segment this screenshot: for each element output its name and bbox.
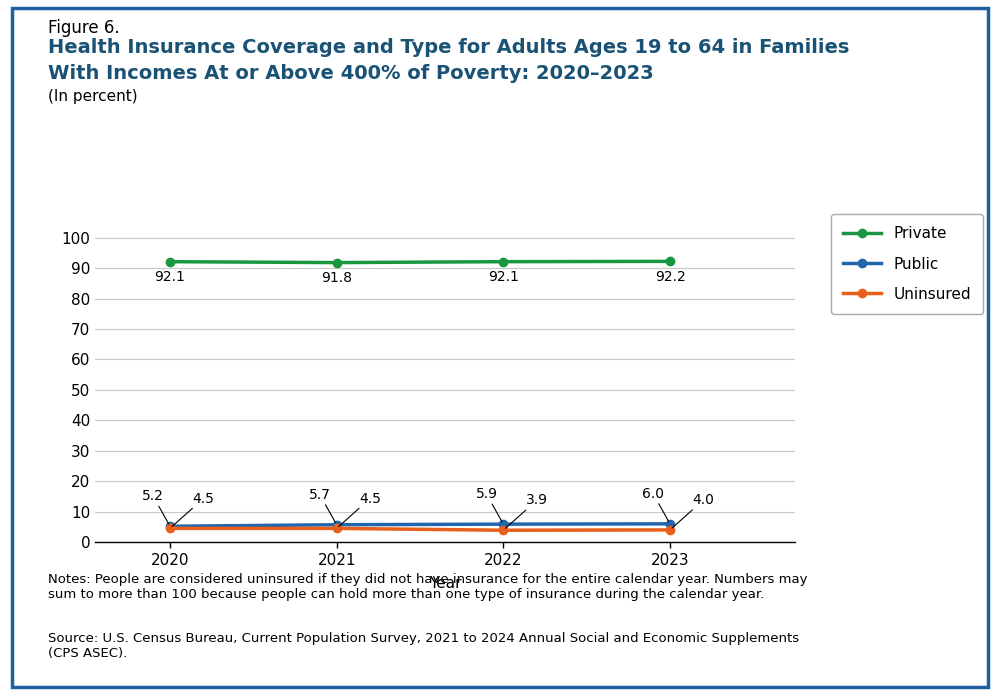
Text: 5.2: 5.2 <box>142 489 169 524</box>
Text: 92.2: 92.2 <box>655 270 685 284</box>
Text: Figure 6.: Figure 6. <box>48 19 120 38</box>
Text: 4.5: 4.5 <box>172 491 214 527</box>
Text: 6.0: 6.0 <box>642 487 669 521</box>
Text: Health Insurance Coverage and Type for Adults Ages 19 to 64 in Families: Health Insurance Coverage and Type for A… <box>48 38 849 57</box>
Text: 4.5: 4.5 <box>339 491 381 527</box>
Text: 92.1: 92.1 <box>488 270 519 284</box>
Text: 91.8: 91.8 <box>321 271 352 285</box>
Text: Source: U.S. Census Bureau, Current Population Survey, 2021 to 2024 Annual Socia: Source: U.S. Census Bureau, Current Popu… <box>48 632 799 660</box>
Text: 4.0: 4.0 <box>672 493 714 528</box>
Text: 92.1: 92.1 <box>155 270 185 284</box>
Text: 5.7: 5.7 <box>309 488 335 523</box>
Text: 3.9: 3.9 <box>505 493 548 528</box>
X-axis label: Year: Year <box>429 576 461 591</box>
Text: (In percent): (In percent) <box>48 89 138 104</box>
Text: 5.9: 5.9 <box>476 487 502 522</box>
Text: With Incomes At or Above 400% of Poverty: 2020–2023: With Incomes At or Above 400% of Poverty… <box>48 64 654 83</box>
Legend: Private, Public, Uninsured: Private, Public, Uninsured <box>831 214 983 314</box>
Text: Notes: People are considered uninsured if they did not have insurance for the en: Notes: People are considered uninsured i… <box>48 573 808 601</box>
